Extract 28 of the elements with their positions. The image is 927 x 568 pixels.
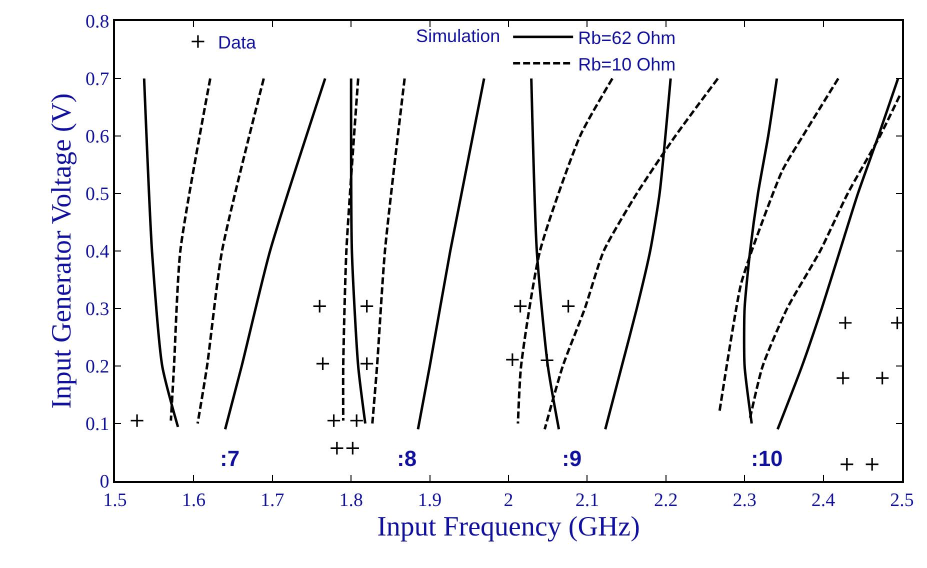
y-tick-label: 0.5 <box>85 184 110 206</box>
y-tick-label: 0.3 <box>85 299 110 320</box>
legend-label: Data <box>218 32 257 53</box>
x-tick-label: 2.3 <box>732 490 756 511</box>
x-tick-label: 2.2 <box>654 490 678 511</box>
x-tick-label: 2.4 <box>811 490 836 511</box>
y-tick-label: 0.6 <box>85 126 110 148</box>
annotation: Simulation <box>416 26 500 46</box>
annotation: :8 <box>397 446 417 471</box>
legend-label: Rb=62 Ohm <box>578 28 676 48</box>
x-tick-label: 1.9 <box>418 490 442 511</box>
y-tick-label: 0.7 <box>85 69 110 90</box>
x-tick-label: 1.6 <box>182 490 206 511</box>
legend-label: Rb=10 Ohm <box>578 54 676 74</box>
y-tick-label: 0.2 <box>85 356 110 378</box>
x-tick-label: 2 <box>504 490 514 511</box>
y-tick-label: 0.8 <box>85 12 110 33</box>
y-tick-label: 0.1 <box>85 414 110 436</box>
x-tick-label: 1.7 <box>260 490 284 511</box>
x-tick-label: 2.1 <box>575 490 600 511</box>
y-axis-title: Input Generator Voltage (V) <box>46 93 78 409</box>
y-tick-label: 0.4 <box>85 242 110 263</box>
x-axis-title: Input Frequency (GHz) <box>377 511 640 542</box>
x-tick-label: 1.8 <box>339 490 363 511</box>
annotation: :7 <box>220 446 240 471</box>
annotation: :9 <box>562 446 582 471</box>
x-tick-label: 2.5 <box>890 490 914 511</box>
annotation: :10 <box>751 446 783 471</box>
